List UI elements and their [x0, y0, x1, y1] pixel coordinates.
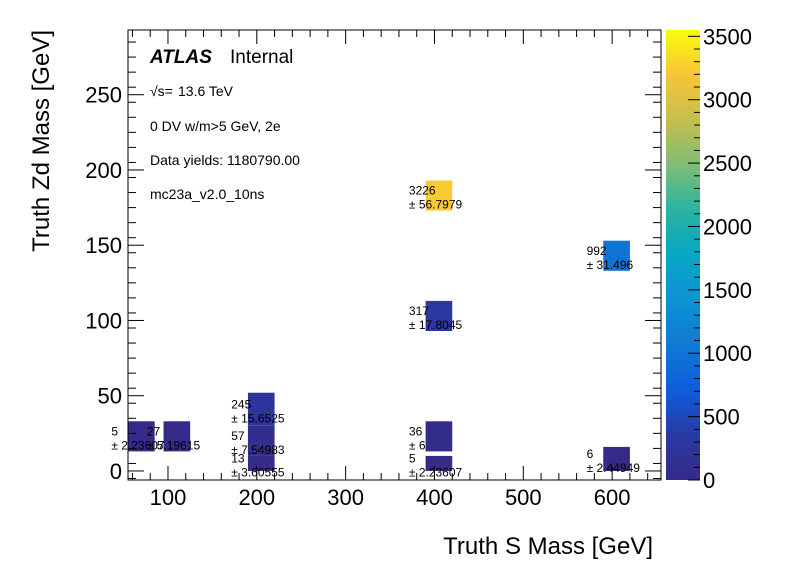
selection-label: 0 DV w/m>5 GeV, 2e: [150, 118, 281, 134]
bin-error-label: ± 5.19615: [147, 438, 201, 452]
heatmap-cell: [247, 392, 275, 426]
bin-error-label: ± 2.23607: [409, 465, 463, 479]
z-tick-label: 3500: [703, 24, 752, 49]
y-tick-label: 0: [110, 459, 122, 484]
z-tick-label: 2000: [703, 214, 752, 239]
bin-error-label: ± 15.6525: [231, 411, 285, 425]
heatmap-cell: [163, 421, 191, 452]
z-tick-label: 1000: [703, 341, 752, 366]
x-tick-label: 100: [150, 485, 187, 510]
experiment-qualifier: Internal: [230, 47, 293, 68]
bin-count-label: 6: [587, 447, 594, 461]
heatmap-cell: [128, 421, 155, 452]
heatmap-cell: [247, 425, 275, 456]
bin-count-label: 245: [231, 397, 251, 411]
experiment-label: ATLAS: [149, 47, 212, 68]
heatmap-cell: [603, 240, 630, 271]
axis-ticks: 100 200 300 400 500 600 0 50 100 150 200 250: [85, 30, 661, 510]
color-bar-ticks: 0 500 1000 1500 2000 2500 3000 3500: [688, 24, 752, 493]
z-tick-label: 0: [703, 468, 715, 493]
y-tick-label: 200: [85, 158, 122, 183]
bin-error-label: ± 7.54983: [231, 443, 285, 457]
heatmap-cell: [425, 455, 453, 471]
bin-error-label: ± 3.60555: [231, 465, 285, 479]
y-tick-label: 100: [85, 308, 122, 333]
sqrt-s-label: 13.6 TeV: [178, 83, 234, 99]
y-tick-label: 50: [98, 384, 122, 409]
bin-error-label: ± 17.8045: [409, 318, 463, 332]
heatmap-cell: [425, 300, 453, 332]
z-tick-label: 2500: [703, 151, 752, 176]
heatmap-cell: [247, 455, 275, 471]
bin-error-label: ± 6: [409, 438, 426, 452]
x-tick-label: 200: [238, 485, 275, 510]
x-axis-title: Truth S Mass [GeV]: [443, 533, 653, 560]
bin-error-label: ± 56.7979: [409, 198, 463, 212]
bin-count-label: 5: [111, 424, 118, 438]
heatmap-cell: [425, 180, 453, 211]
bin-count-label: 36: [409, 424, 423, 438]
z-tick-label: 1500: [703, 278, 752, 303]
plot-frame: [127, 29, 662, 481]
bin-error-label: ± 2.44949: [587, 461, 641, 475]
y-tick-label: 250: [85, 83, 122, 108]
bin-count-label: 317: [409, 304, 429, 318]
sqrt-s-symbol: √s=: [150, 83, 173, 99]
heatmap-cell: [425, 421, 453, 452]
y-tick-label: 150: [85, 233, 122, 258]
x-tick-label: 300: [327, 485, 364, 510]
bin-error-label: ± 2.23607: [111, 438, 165, 452]
bin-count-label: 992: [587, 244, 607, 258]
sample-label: mc23a_v2.0_10ns: [150, 186, 264, 202]
z-tick-label: 500: [703, 405, 740, 430]
bin-count-label: 27: [147, 424, 161, 438]
y-axis-title: Truth Zd Mass [GeV]: [28, 30, 55, 252]
bin-count-label: 13: [231, 451, 245, 465]
heatmap-cell: [603, 446, 630, 471]
bin-count-label: 3226: [409, 184, 436, 198]
bin-count-label: 5: [409, 451, 416, 465]
data-yields-label: Data yields: 1180790.00: [150, 152, 300, 168]
bin-count-label: 57: [231, 429, 245, 443]
cells-layer: [128, 180, 630, 471]
color-bar: [666, 30, 700, 480]
x-tick-label: 500: [505, 485, 542, 510]
x-tick-label: 600: [594, 485, 631, 510]
z-tick-label: 3000: [703, 88, 752, 113]
bin-error-label: ± 31.496: [587, 258, 634, 272]
x-tick-label: 400: [416, 485, 453, 510]
